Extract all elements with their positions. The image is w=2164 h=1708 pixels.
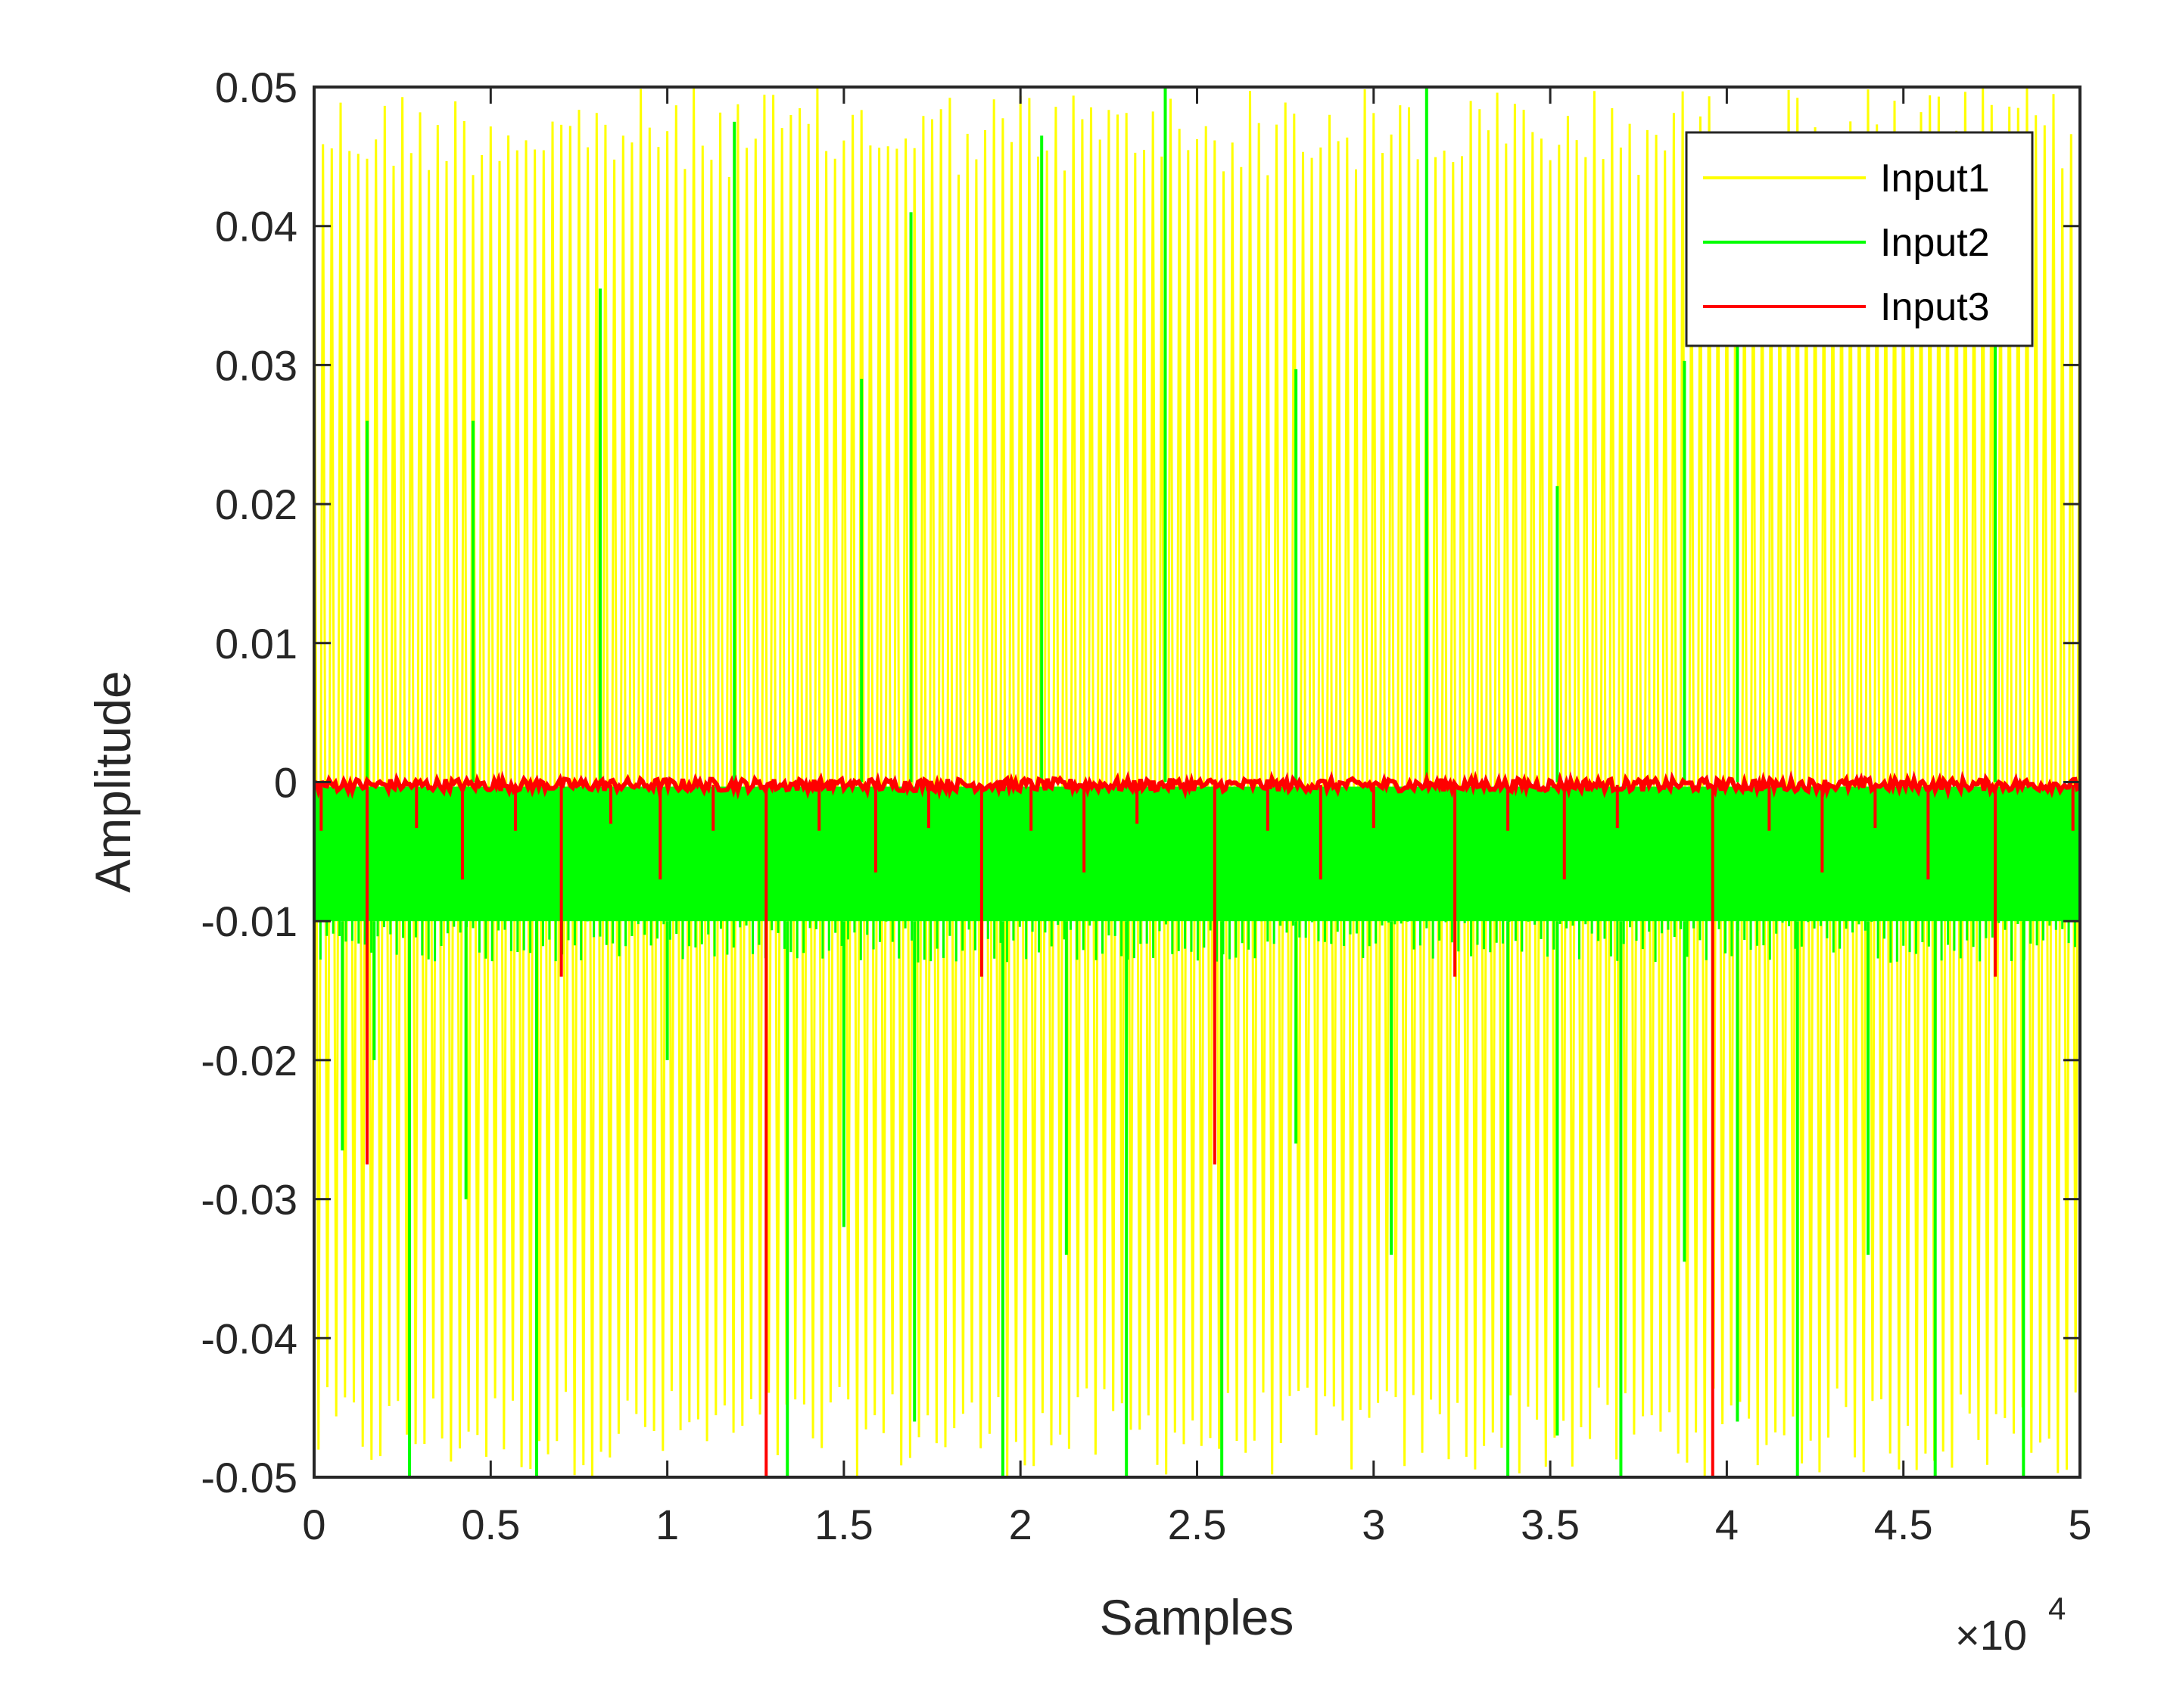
x-tick-label-4: 2 bbox=[1009, 1501, 1032, 1548]
y-tick-label-8: 0.03 bbox=[215, 341, 297, 389]
x-tick-label-8: 4 bbox=[1715, 1501, 1739, 1548]
x-tick-label-9: 4.5 bbox=[1874, 1501, 1933, 1548]
y-tick-label-3: -0.02 bbox=[201, 1037, 297, 1084]
y-tick-label-1: -0.04 bbox=[201, 1314, 297, 1362]
series-input3-line bbox=[314, 770, 2080, 801]
legend-box bbox=[1685, 131, 2034, 347]
series-input2-noise bbox=[314, 795, 2076, 963]
x-tick-label-5: 2.5 bbox=[1168, 1501, 1227, 1548]
y-tick-label-2: -0.03 bbox=[201, 1176, 297, 1224]
y-tick-label-10: 0.05 bbox=[215, 64, 297, 111]
y-tick-label-4: -0.01 bbox=[201, 898, 297, 945]
legend-label-input3: Input3 bbox=[1880, 285, 1990, 329]
ticks-layer: 0 0.5 1 1.5 2 2.5 3 3.5 4 4.5 5 -0.05 -0.04 -0.03 -0.0… bbox=[201, 64, 2091, 1548]
y-tick-label-5: 0 bbox=[274, 759, 297, 807]
x-tick-label-10: 5 bbox=[2068, 1501, 2091, 1548]
x-tick-label-3: 1.5 bbox=[814, 1501, 873, 1548]
x-exponent-base: ×10 bbox=[1955, 1611, 2027, 1659]
y-tick-label-7: 0.02 bbox=[215, 481, 297, 528]
y-tick-label-6: 0.01 bbox=[215, 620, 297, 667]
y-axis-title: Amplitude bbox=[85, 670, 141, 893]
x-tick-label-1: 0.5 bbox=[461, 1501, 520, 1548]
x-tick-label-6: 3 bbox=[1362, 1501, 1385, 1548]
legend-label-input2: Input2 bbox=[1880, 221, 1990, 265]
x-tick-label-7: 3.5 bbox=[1521, 1501, 1580, 1548]
x-axis-title: Samples bbox=[1100, 1589, 1294, 1645]
y-tick-label-0: -0.05 bbox=[201, 1454, 297, 1501]
series-layer bbox=[314, 87, 2080, 1477]
x-exponent-power: 4 bbox=[2048, 1591, 2066, 1626]
y-tick-label-9: 0.04 bbox=[215, 203, 297, 250]
x-tick-label-2: 1 bbox=[655, 1501, 679, 1548]
legend: Input1 Input2 Input3 bbox=[1685, 131, 2034, 347]
x-tick-label-0: 0 bbox=[302, 1501, 325, 1548]
x-exponent-label: ×10 4 bbox=[1955, 1591, 2066, 1659]
legend-label-input1: Input1 bbox=[1880, 157, 1990, 201]
